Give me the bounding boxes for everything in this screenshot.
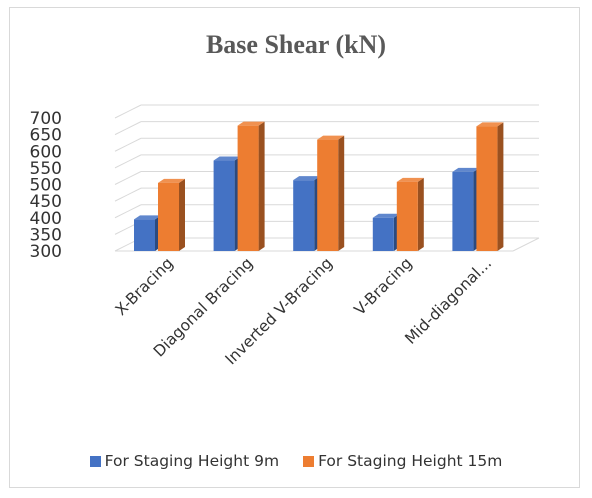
bar-1-1 bbox=[237, 125, 259, 251]
y-tick-label-1: 350 bbox=[30, 225, 62, 245]
x-tick-label-4: Mid-diagonal... bbox=[402, 254, 496, 348]
bar-side-4-1 bbox=[497, 122, 504, 251]
bar-top-4-0 bbox=[452, 167, 480, 172]
y-tick-label-8: 700 bbox=[30, 109, 62, 129]
bar-side-3-1 bbox=[417, 177, 424, 251]
bar-4-0 bbox=[452, 171, 474, 251]
bar-side-2-1 bbox=[338, 135, 345, 251]
gridline-side-8 bbox=[114, 104, 142, 119]
gridline-side-6 bbox=[114, 137, 142, 152]
y-tick-label-3: 450 bbox=[30, 192, 62, 212]
bar-top-0-1 bbox=[158, 178, 185, 183]
bar-2-1 bbox=[317, 139, 339, 251]
bar-3-0 bbox=[372, 217, 394, 251]
y-tick-label-5: 550 bbox=[30, 159, 62, 179]
chart-title: Base Shear (kN) bbox=[205, 30, 387, 59]
x-tick-label-0: X-Bracing bbox=[112, 254, 177, 319]
bar-3-1 bbox=[396, 181, 418, 251]
bar-2-0 bbox=[293, 180, 315, 251]
bar-top-1-1 bbox=[237, 121, 265, 126]
bar-0-1 bbox=[158, 182, 179, 251]
legend-swatch-series-2 bbox=[303, 455, 315, 467]
legend-item-series-1: For Staging Height 9m bbox=[89, 452, 280, 470]
floor-right-edge bbox=[512, 237, 540, 252]
bar-top-3-0 bbox=[372, 213, 400, 218]
legend-label-series-1: For Staging Height 9m bbox=[104, 452, 280, 470]
chart-legend: For Staging Height 9m For Staging Height… bbox=[0, 452, 592, 470]
bar-side-1-1 bbox=[258, 121, 265, 252]
gridline-side-7 bbox=[114, 121, 142, 136]
y-tick-label-6: 600 bbox=[30, 142, 62, 162]
bar-top-1-0 bbox=[213, 156, 241, 161]
gridline-side-3 bbox=[114, 187, 142, 202]
bar-top-2-0 bbox=[293, 176, 321, 181]
y-tick-label-4: 500 bbox=[30, 176, 62, 196]
bar-side-0-1 bbox=[179, 178, 185, 251]
gridline-side-4 bbox=[114, 171, 142, 185]
legend-swatch-series-1 bbox=[89, 455, 101, 467]
legend-item-series-2: For Staging Height 15m bbox=[303, 452, 502, 470]
x-tick-label-3: V-Bracing bbox=[351, 254, 416, 319]
bar-top-2-1 bbox=[317, 135, 345, 140]
y-tick-label-7: 650 bbox=[30, 126, 62, 146]
bar-1-0 bbox=[213, 160, 235, 251]
bar-0-0 bbox=[134, 219, 155, 251]
bar-top-0-0 bbox=[134, 215, 161, 220]
y-tick-label-2: 400 bbox=[30, 209, 62, 229]
gridline-side-5 bbox=[114, 154, 142, 169]
legend-label-series-2: For Staging Height 15m bbox=[318, 452, 503, 470]
bar-top-3-1 bbox=[396, 177, 424, 182]
bar-top-4-1 bbox=[476, 122, 504, 127]
y-tick-label-0: 300 bbox=[30, 242, 62, 262]
gridline-side-2 bbox=[114, 204, 142, 219]
bar-4-1 bbox=[476, 126, 498, 251]
